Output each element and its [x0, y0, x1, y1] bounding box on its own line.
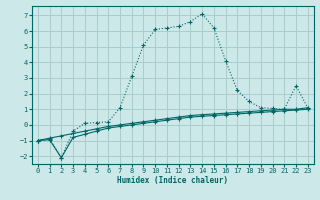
X-axis label: Humidex (Indice chaleur): Humidex (Indice chaleur) [117, 176, 228, 185]
